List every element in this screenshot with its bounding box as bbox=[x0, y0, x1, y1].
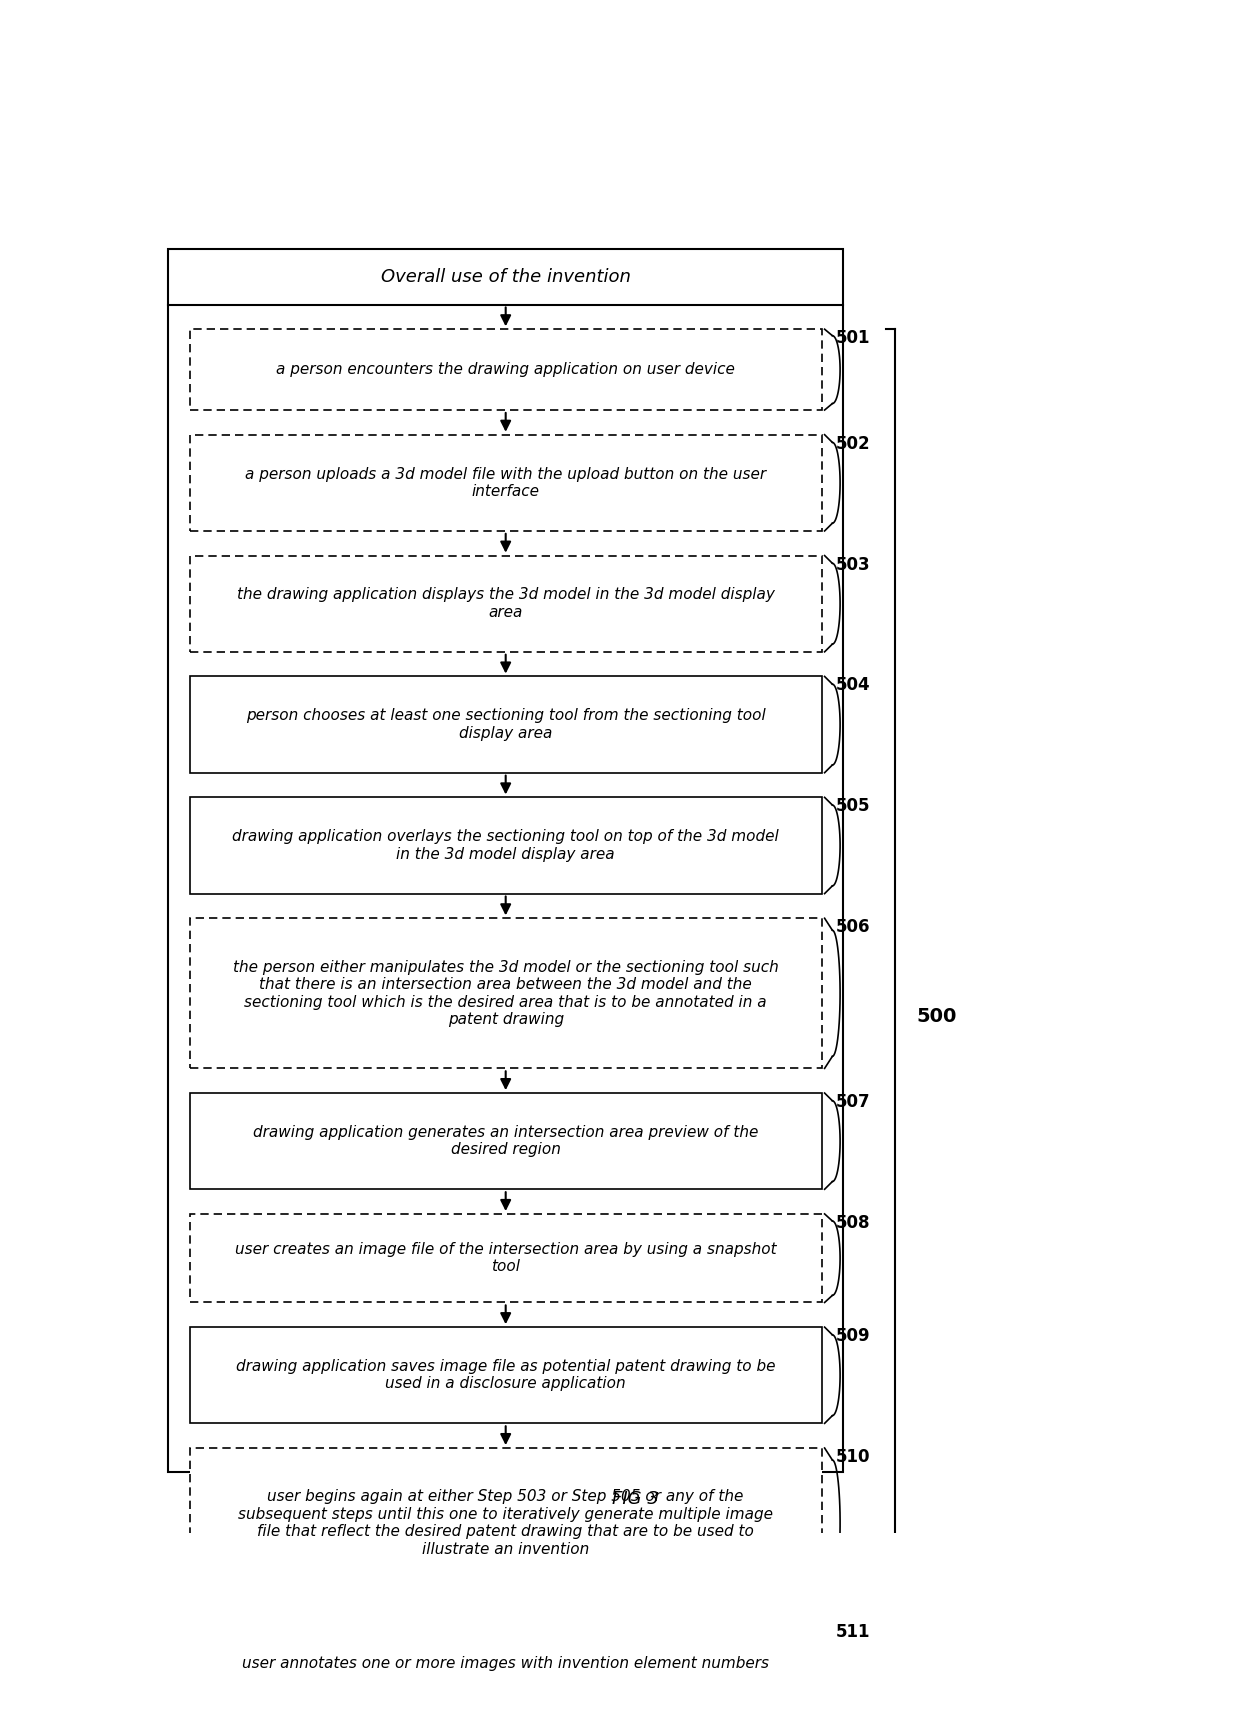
Text: drawing application saves image file as potential patent drawing to be
used in a: drawing application saves image file as … bbox=[236, 1359, 775, 1392]
FancyBboxPatch shape bbox=[190, 1327, 821, 1423]
FancyBboxPatch shape bbox=[190, 798, 821, 894]
Text: 509: 509 bbox=[836, 1327, 870, 1346]
Text: person chooses at least one sectioning tool from the sectioning tool
display are: person chooses at least one sectioning t… bbox=[246, 708, 765, 741]
Text: drawing application generates an intersection area preview of the
desired region: drawing application generates an interse… bbox=[253, 1125, 759, 1158]
Text: 504: 504 bbox=[836, 677, 870, 694]
Text: user creates an image file of the intersection area by using a snapshot
tool: user creates an image file of the inters… bbox=[234, 1242, 776, 1275]
Text: drawing application overlays the sectioning tool on top of the 3d model
in the 3: drawing application overlays the section… bbox=[232, 829, 779, 862]
Text: FIG 3: FIG 3 bbox=[613, 1490, 658, 1508]
FancyBboxPatch shape bbox=[190, 1447, 821, 1599]
Text: 505: 505 bbox=[836, 798, 870, 815]
FancyBboxPatch shape bbox=[190, 555, 821, 651]
Text: user begins again at either Step 503 or Step 505 or any of the
subsequent steps : user begins again at either Step 503 or … bbox=[238, 1489, 774, 1556]
FancyBboxPatch shape bbox=[190, 677, 821, 772]
Text: user annotates one or more images with invention element numbers: user annotates one or more images with i… bbox=[242, 1656, 769, 1671]
Text: 502: 502 bbox=[836, 434, 870, 453]
Text: a person uploads a 3d model file with the upload button on the user
interface: a person uploads a 3d model file with th… bbox=[246, 467, 766, 500]
FancyBboxPatch shape bbox=[190, 434, 821, 531]
Text: a person encounters the drawing application on user device: a person encounters the drawing applicat… bbox=[277, 362, 735, 377]
FancyBboxPatch shape bbox=[169, 250, 843, 1471]
FancyBboxPatch shape bbox=[190, 1623, 821, 1704]
Text: Overall use of the invention: Overall use of the invention bbox=[381, 267, 631, 286]
Text: 510: 510 bbox=[836, 1447, 870, 1466]
FancyBboxPatch shape bbox=[190, 1215, 821, 1303]
Text: 506: 506 bbox=[836, 918, 870, 936]
Text: 500: 500 bbox=[916, 1006, 956, 1025]
FancyBboxPatch shape bbox=[190, 918, 821, 1068]
Text: 503: 503 bbox=[836, 555, 870, 574]
Text: the drawing application displays the 3d model in the 3d model display
area: the drawing application displays the 3d … bbox=[237, 588, 775, 620]
Text: 508: 508 bbox=[836, 1215, 870, 1232]
Text: the person either manipulates the 3d model or the sectioning tool such
that ther: the person either manipulates the 3d mod… bbox=[233, 960, 779, 1027]
Text: 507: 507 bbox=[836, 1092, 870, 1111]
FancyBboxPatch shape bbox=[190, 1092, 821, 1189]
FancyBboxPatch shape bbox=[190, 329, 821, 410]
Text: 511: 511 bbox=[836, 1623, 870, 1640]
Text: 501: 501 bbox=[836, 329, 870, 348]
